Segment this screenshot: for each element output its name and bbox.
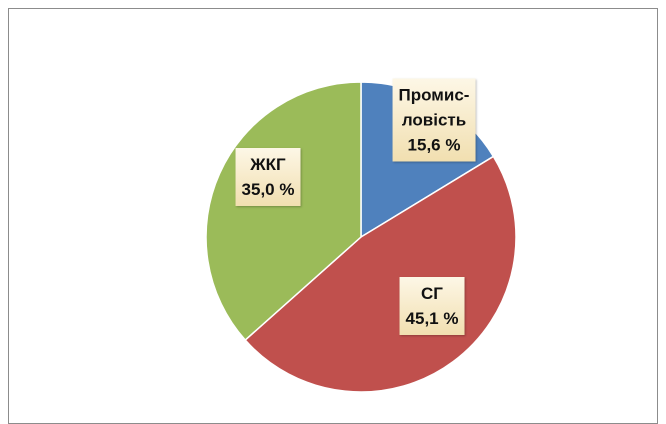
value-label: 15,6 % xyxy=(407,135,461,155)
data-label: СГ 45,1 % xyxy=(399,277,465,335)
pie-slice xyxy=(205,81,362,342)
data-label: ЖКГ 35,0 % xyxy=(235,148,301,206)
category-label: Промис- ловість xyxy=(398,85,470,130)
value-label: 45,1 % xyxy=(405,309,459,328)
category-label: ЖКГ xyxy=(250,155,286,174)
data-label: Промис- ловість 15,6 % xyxy=(392,78,476,162)
value-label: 35,0 % xyxy=(241,180,295,199)
category-label: СГ xyxy=(421,284,443,303)
